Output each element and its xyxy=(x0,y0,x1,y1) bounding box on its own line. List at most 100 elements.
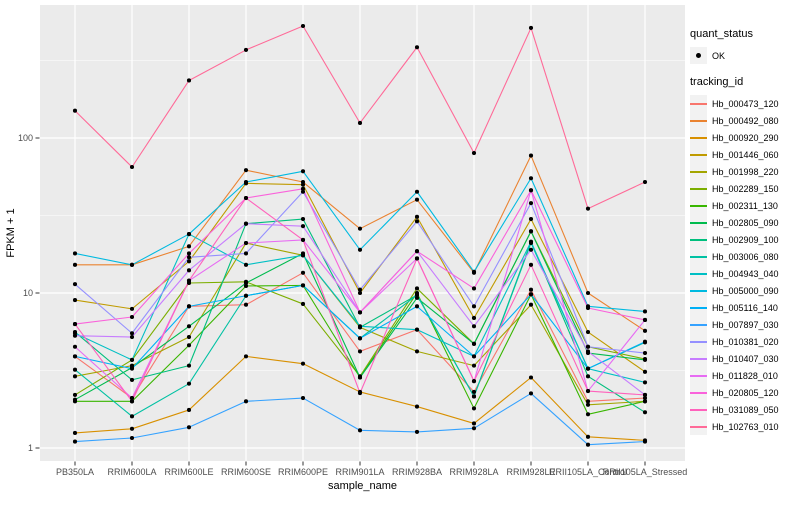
data-point xyxy=(72,354,78,359)
line-color-key xyxy=(690,299,707,316)
data-point xyxy=(414,304,420,309)
data-point xyxy=(528,153,534,158)
data-point xyxy=(357,247,363,252)
line-swatch-icon xyxy=(690,119,707,122)
data-point xyxy=(471,324,477,329)
data-point xyxy=(129,262,135,267)
chart-svg: 1 10 100 PB350LA RRIM600LA RRIM600LE RRIM600SE… xyxy=(5,5,687,492)
legend-item-label: Hb_001998_220 xyxy=(712,166,779,177)
line-swatch-icon xyxy=(690,425,707,428)
legend-item: Hb_007897_030 xyxy=(690,316,779,333)
legend-item-label: Hb_001446_060 xyxy=(712,149,779,160)
data-point xyxy=(300,396,306,401)
legend-item-label: Hb_007897_030 xyxy=(712,319,779,330)
data-point xyxy=(243,283,249,289)
data-point xyxy=(414,214,420,219)
line-color-key xyxy=(690,316,707,333)
data-point xyxy=(528,302,534,307)
data-point xyxy=(357,290,363,296)
data-point xyxy=(642,396,648,401)
legend-title-quant-status: quant_status xyxy=(690,28,753,40)
data-point xyxy=(585,374,591,379)
data-point xyxy=(471,269,477,274)
line-swatch-icon xyxy=(690,289,707,292)
data-point xyxy=(300,189,306,194)
legend-quant-status: quant_status OK xyxy=(690,28,779,64)
legend-item-label: Hb_031089_050 xyxy=(712,404,779,415)
data-point xyxy=(357,428,363,433)
line-color-key xyxy=(690,265,707,282)
legend-tracking-items: Hb_000473_120 Hb_000492_080 Hb_000920_290 H… xyxy=(690,95,779,435)
legend-item: Hb_031089_050 xyxy=(690,401,779,418)
data-point xyxy=(414,429,420,434)
data-point xyxy=(585,206,591,211)
legend-item-label: Hb_011828_010 xyxy=(712,370,778,381)
data-point xyxy=(642,339,648,344)
data-point xyxy=(414,404,420,409)
line-swatch-icon xyxy=(690,238,707,241)
data-point xyxy=(72,374,78,379)
data-point xyxy=(243,179,249,185)
y-axis-title: FPKM + 1 xyxy=(5,208,17,257)
data-point xyxy=(528,216,534,222)
data-point xyxy=(528,292,534,297)
data-point xyxy=(528,287,534,292)
x-tick-label: RRIM600LE xyxy=(164,467,213,477)
data-point xyxy=(528,229,534,234)
data-point xyxy=(471,341,477,346)
legend-item: Hb_001446_060 xyxy=(690,146,779,163)
data-point xyxy=(186,381,192,386)
legend-item-label: Hb_010407_030 xyxy=(712,353,779,364)
legend-item: Hb_002909_100 xyxy=(690,231,779,248)
data-point xyxy=(471,354,477,359)
data-point xyxy=(186,244,192,249)
data-point xyxy=(300,301,306,306)
data-point xyxy=(585,399,591,404)
data-point xyxy=(243,168,249,173)
data-point xyxy=(642,357,648,362)
data-point xyxy=(585,389,591,394)
line-swatch-icon xyxy=(690,306,707,309)
data-point xyxy=(528,391,534,396)
data-point xyxy=(300,224,306,229)
line-swatch-icon xyxy=(690,374,707,377)
line-swatch-icon xyxy=(690,187,707,190)
legend-item: Hb_003006_080 xyxy=(690,248,779,265)
data-point xyxy=(528,25,534,30)
data-point xyxy=(129,377,135,382)
data-point xyxy=(300,169,306,174)
line-swatch-icon xyxy=(690,357,707,360)
line-swatch-icon xyxy=(690,255,707,258)
legend-item: Hb_001998_220 xyxy=(690,163,779,180)
data-point xyxy=(471,379,477,384)
data-point xyxy=(186,255,192,260)
data-point xyxy=(300,253,306,258)
line-color-key xyxy=(690,197,707,214)
data-point xyxy=(528,262,534,267)
y-tick-label: 10 xyxy=(23,288,33,298)
legend-tracking-id: tracking_id Hb_000473_120 Hb_000492_080 Hb… xyxy=(690,76,779,435)
line-color-key xyxy=(690,282,707,299)
data-point xyxy=(186,304,192,309)
legend-item-label: Hb_102763_010 xyxy=(712,421,779,432)
data-point xyxy=(528,247,534,252)
data-point xyxy=(642,179,648,185)
data-point xyxy=(585,402,591,407)
data-point xyxy=(186,251,192,256)
data-point xyxy=(585,442,591,447)
legend-item-label: Hb_000492_080 xyxy=(712,115,779,126)
legend-item: Hb_000473_120 xyxy=(690,95,779,112)
data-point xyxy=(186,232,192,237)
data-point xyxy=(642,399,648,404)
data-point xyxy=(471,421,477,426)
data-point xyxy=(186,78,192,83)
data-point xyxy=(414,349,420,354)
line-swatch-icon xyxy=(690,102,707,105)
line-color-key xyxy=(690,180,707,197)
legend-item-label: Hb_002311_130 xyxy=(712,200,778,211)
legend-item: Hb_000920_290 xyxy=(690,129,779,146)
legend-item: Hb_004943_040 xyxy=(690,265,779,282)
data-point xyxy=(357,226,363,231)
data-point xyxy=(585,305,591,311)
data-point xyxy=(471,150,477,156)
